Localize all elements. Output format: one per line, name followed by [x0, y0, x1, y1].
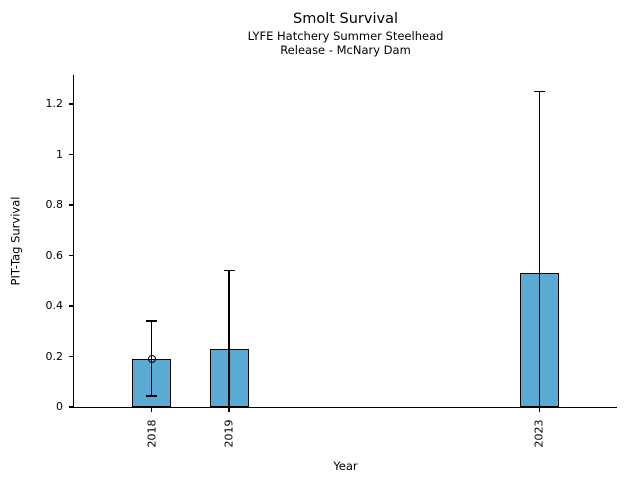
x-tick-label: 2023 [532, 413, 546, 453]
y-tick-mark [68, 204, 73, 206]
x-axis-spine [72, 407, 617, 409]
chart-subtitle-2: Release - McNary Dam [280, 43, 411, 57]
error-cap-bottom-2023 [533, 406, 545, 408]
x-tick-label-text: 2019 [222, 419, 236, 447]
y-tick-label: 0.2 [45, 349, 64, 363]
error-cap-top-2019 [223, 269, 235, 272]
x-tick-label-text: 2023 [532, 419, 546, 447]
x-tick-mark [538, 408, 541, 413]
chart-header: Smolt Survival LYFE Hatchery Summer Stee… [74, 9, 617, 57]
error-cap-top-2018 [146, 320, 158, 322]
y-axis-label: PIT-Tag Survival [8, 75, 22, 407]
y-tick-mark [68, 355, 73, 358]
x-tick-mark [150, 408, 153, 413]
x-tick-label: 2018 [145, 413, 159, 453]
y-tick-label: 0.6 [45, 248, 64, 262]
y-tick-mark [68, 406, 73, 408]
data-point-marker [147, 355, 156, 364]
y-tick-label: 0.4 [45, 299, 64, 312]
y-tick-label: 1 [56, 147, 63, 161]
x-tick-label: 2019 [222, 413, 236, 453]
error-cap-top-2023 [533, 90, 545, 93]
y-tick-mark [68, 254, 73, 257]
y-tick-mark [68, 103, 73, 105]
x-tick-label-text: 2018 [145, 419, 159, 447]
y-axis-spine [72, 75, 74, 409]
plot-area: 0 0.2 0.4 0.6 0.8 1 1.2 2018 2019 2023 [46, 75, 617, 447]
y-tick-label: 0.8 [45, 198, 64, 212]
chart-title: Smolt Survival [293, 11, 398, 27]
y-tick-mark [68, 305, 73, 307]
y-tick-label: 1.2 [45, 97, 64, 111]
y-tick-mark [68, 153, 73, 156]
error-line-2023 [538, 91, 541, 407]
error-line-2019 [228, 270, 230, 407]
x-axis-label: Year [333, 459, 358, 473]
y-axis-label-text: PIT-Tag Survival [8, 196, 23, 286]
error-cap-bottom-2018 [146, 395, 158, 397]
y-tick-label: 0 [56, 400, 63, 413]
x-tick-mark [228, 408, 230, 413]
chart-subtitle-1: LYFE Hatchery Summer Steelhead [247, 29, 444, 43]
error-cap-bottom-2019 [223, 406, 235, 408]
